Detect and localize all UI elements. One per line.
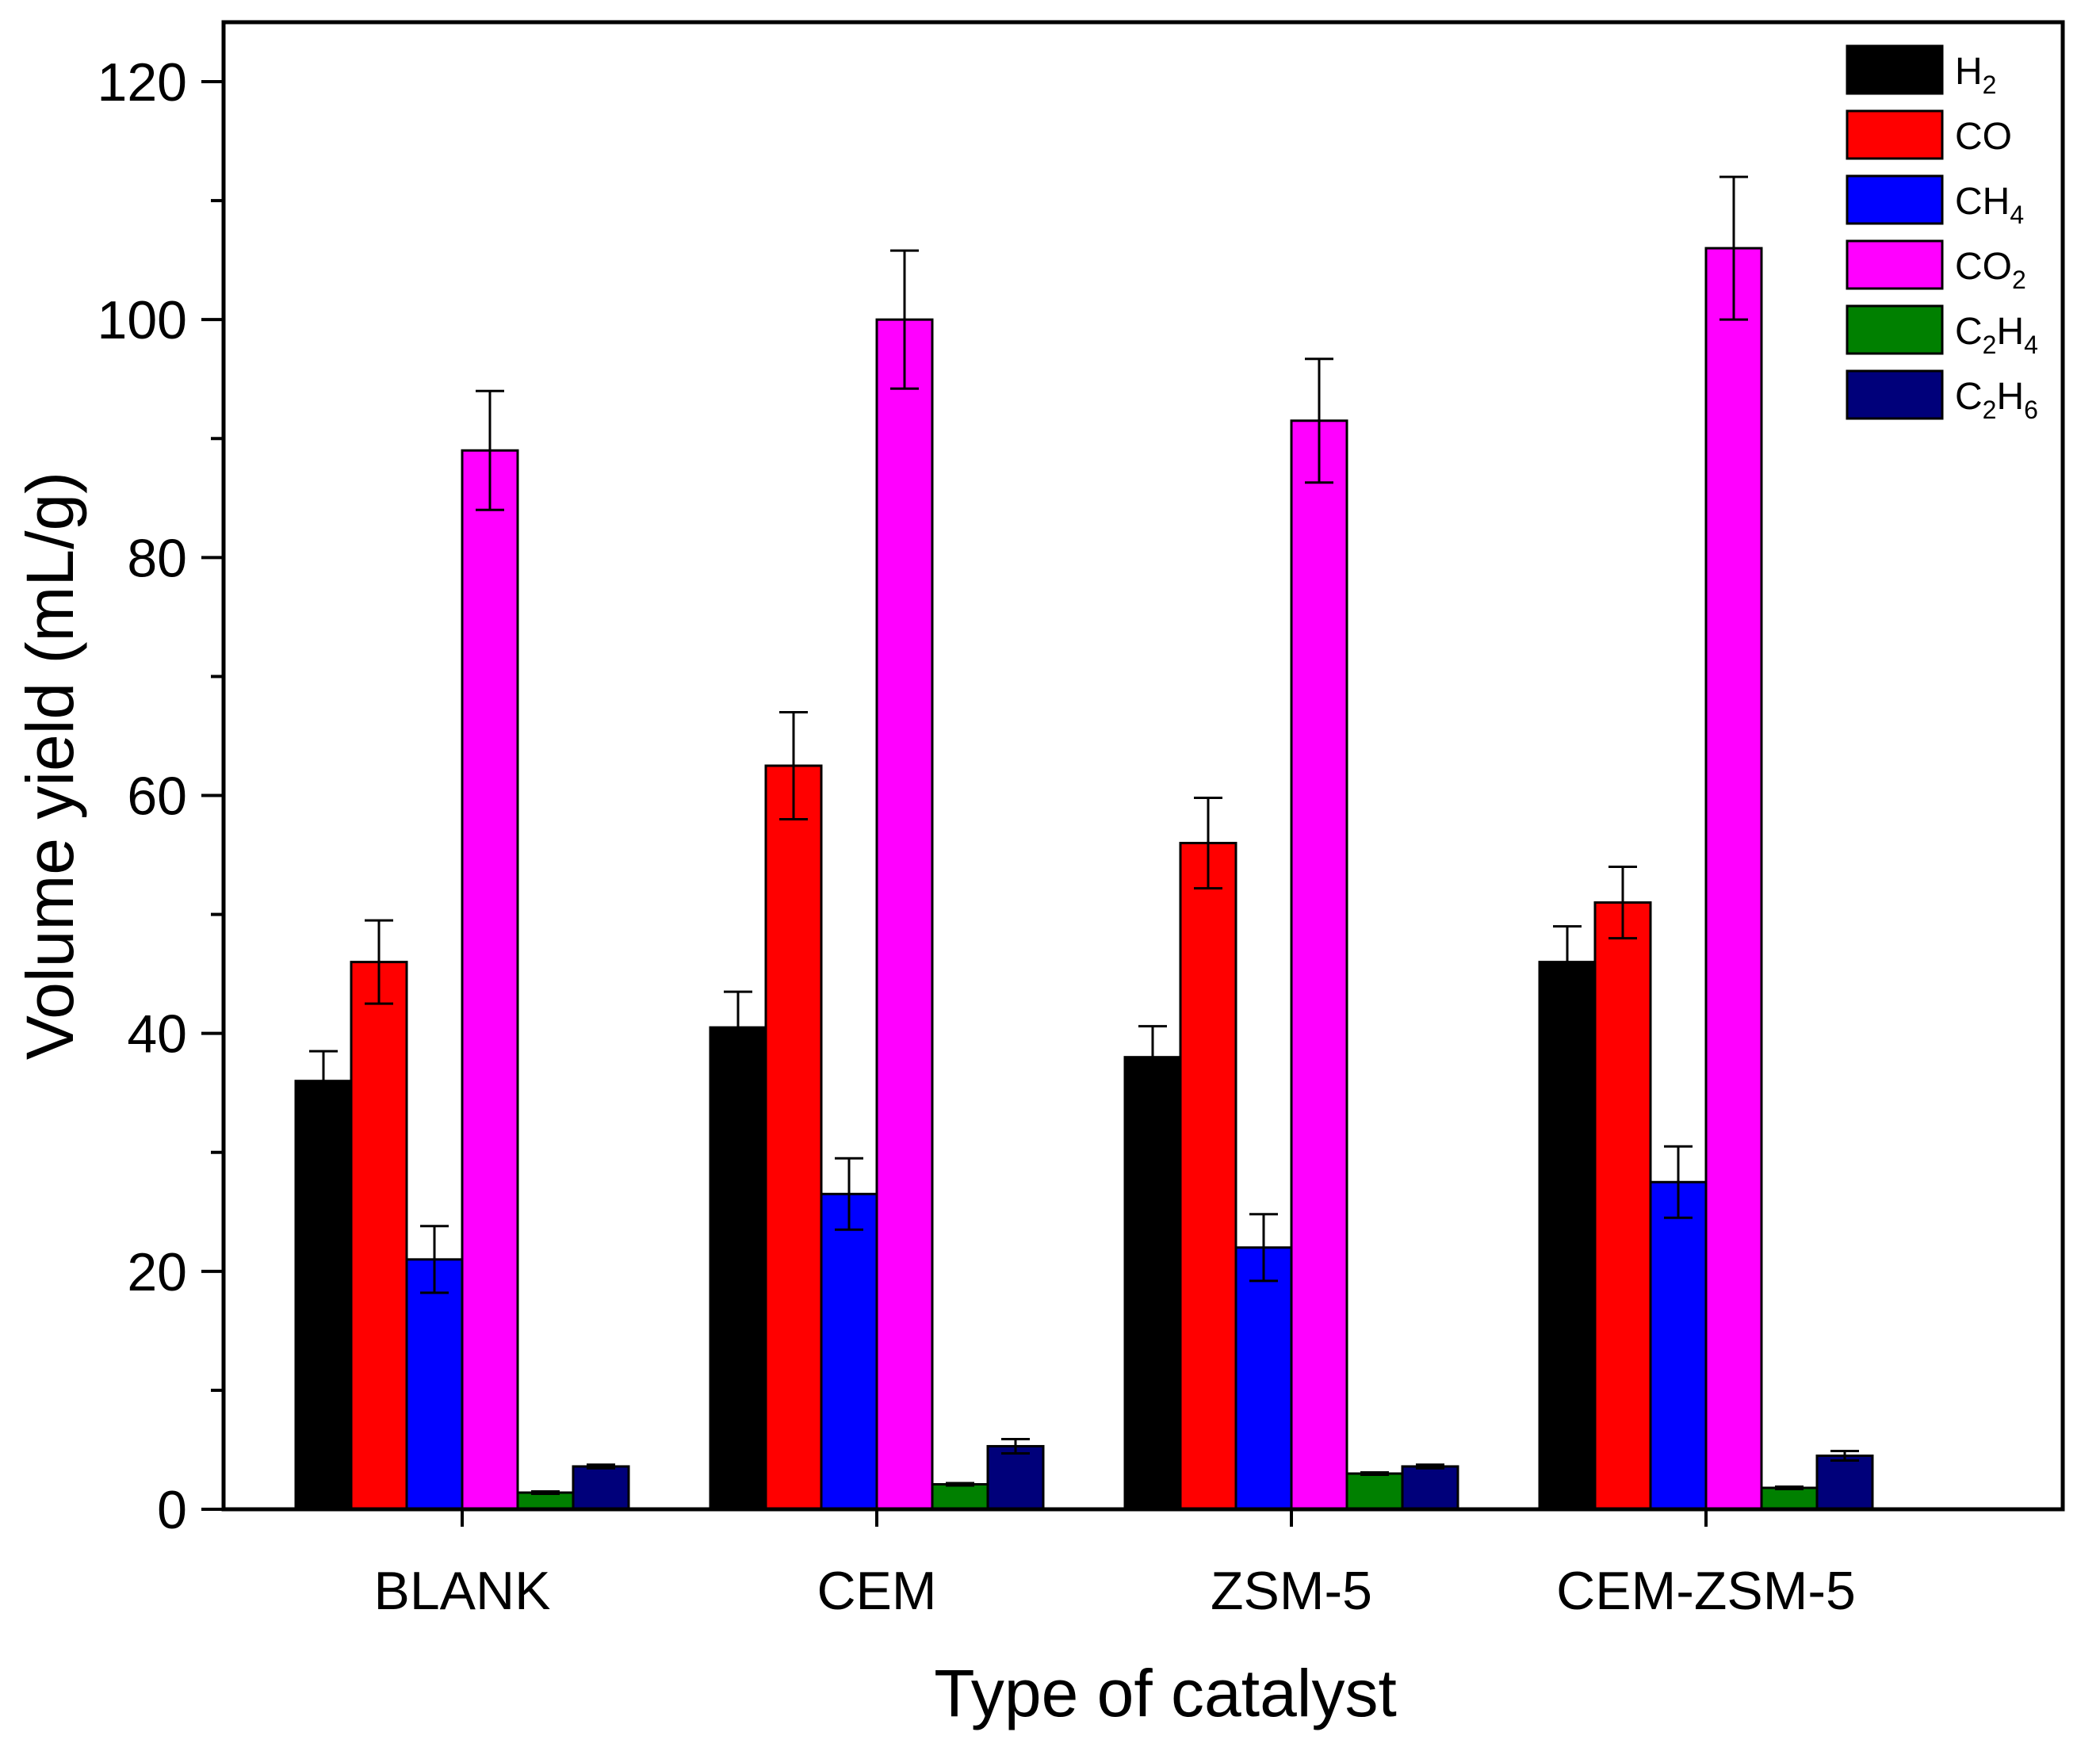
x-tick-label-blank: BLANK	[374, 1561, 551, 1621]
bar-co2-cem-zsm-5	[1704, 247, 1763, 1511]
bar-c2h4-cem	[931, 1482, 989, 1511]
y-tick-label-120: 120	[98, 52, 187, 113]
legend-swatch-h2	[1846, 44, 1944, 95]
bar-co-blank	[350, 961, 408, 1511]
bar-h2-blank	[294, 1080, 353, 1511]
bar-c2h6-cem	[986, 1444, 1045, 1511]
bar-c2h4-cem-zsm-5	[1760, 1486, 1819, 1511]
bar-c2h6-zsm-5	[1401, 1465, 1459, 1511]
bar-ch4-blank	[405, 1258, 464, 1511]
bar-c2h4-blank	[516, 1491, 575, 1511]
legend-label-c2h6: C2H6	[1955, 376, 2038, 424]
y-tick-label-60: 60	[127, 767, 187, 827]
legend-label-ch4: CH4	[1955, 181, 2024, 229]
bar-c2h4-zsm-5	[1345, 1472, 1404, 1511]
bar-co2-blank	[461, 449, 519, 1511]
bar-co-cem	[764, 764, 823, 1511]
legend-swatch-ch4	[1846, 174, 1944, 225]
axes-layer: BLANK CEM ZSM-5 CEM-ZSM-5 0 20 40 60 80 100 120	[98, 52, 1856, 1621]
bar-ch4-cem-zsm-5	[1649, 1180, 1708, 1511]
y-tick-label-0: 0	[157, 1480, 187, 1540]
plot-frame	[221, 20, 2065, 1512]
y-tick-label-80: 80	[127, 528, 187, 588]
y-tick-label-40: 40	[127, 1004, 187, 1065]
bar-co2-cem	[875, 318, 934, 1511]
bar-h2-cem	[709, 1026, 767, 1511]
bar-co-zsm-5	[1179, 842, 1237, 1511]
bar-c2h6-cem-zsm-5	[1815, 1454, 1874, 1511]
legend-swatch-c2h4	[1846, 304, 1944, 355]
y-tick-label-100: 100	[98, 290, 187, 350]
y-axis-title: Volume yield (mL/g)	[13, 472, 87, 1060]
bar-ch4-zsm-5	[1234, 1246, 1293, 1511]
bar-h2-cem-zsm-5	[1538, 961, 1597, 1511]
x-tick-label-cem-zsm-5: CEM-ZSM-5	[1556, 1561, 1856, 1621]
bar-ch4-cem	[820, 1192, 878, 1511]
legend-label-co: CO	[1955, 116, 2012, 158]
x-tick-label-cem: CEM	[817, 1561, 936, 1621]
legend-swatch-co	[1846, 109, 1944, 160]
bar-h2-zsm-5	[1123, 1056, 1182, 1511]
bar-co-cem-zsm-5	[1593, 901, 1652, 1511]
legend: H2 CO CH4 CO2 C2H4 C2H6	[1846, 44, 2038, 424]
x-axis-title: Type of catalyst	[934, 1656, 1397, 1730]
y-tick-label-20: 20	[127, 1242, 187, 1302]
legend-label-co2: CO2	[1955, 246, 2026, 294]
legend-swatch-co2	[1846, 239, 1944, 290]
bar-c2h6-blank	[572, 1465, 630, 1511]
legend-swatch-c2h6	[1846, 369, 1944, 420]
bar-co2-zsm-5	[1290, 419, 1348, 1511]
legend-label-h2: H2	[1955, 51, 1996, 99]
bars-layer	[294, 175, 1874, 1511]
x-tick-label-zsm-5: ZSM-5	[1211, 1561, 1372, 1621]
legend-label-c2h4: C2H4	[1955, 311, 2038, 359]
